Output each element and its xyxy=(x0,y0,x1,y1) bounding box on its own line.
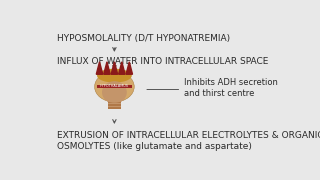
Text: EXTRUSION OF INTRACELLULAR ELECTROLYTES & ORGANIC: EXTRUSION OF INTRACELLULAR ELECTROLYTES … xyxy=(57,131,320,140)
Ellipse shape xyxy=(106,96,123,103)
Text: HYPOSMOLALITY (D/T HYPONATREMIA): HYPOSMOLALITY (D/T HYPONATREMIA) xyxy=(57,34,230,43)
Text: HYPOTHALAMUS: HYPOTHALAMUS xyxy=(100,84,129,88)
Polygon shape xyxy=(104,62,110,74)
Polygon shape xyxy=(111,62,118,74)
FancyBboxPatch shape xyxy=(108,107,121,109)
Text: Inhibits ADH secretion: Inhibits ADH secretion xyxy=(184,78,278,87)
Text: and thirst centre: and thirst centre xyxy=(184,89,254,98)
Polygon shape xyxy=(96,62,103,74)
Text: INFLUX OF WATER INTO INTRACELLULAR SPACE: INFLUX OF WATER INTO INTRACELLULAR SPACE xyxy=(57,57,269,66)
FancyBboxPatch shape xyxy=(97,85,132,88)
Text: OSMOLYTES (like glutamate and aspartate): OSMOLYTES (like glutamate and aspartate) xyxy=(57,142,252,151)
FancyBboxPatch shape xyxy=(108,101,121,103)
FancyBboxPatch shape xyxy=(108,104,121,106)
Polygon shape xyxy=(119,62,125,74)
FancyBboxPatch shape xyxy=(108,99,121,109)
Ellipse shape xyxy=(97,69,132,83)
Ellipse shape xyxy=(102,81,127,103)
Ellipse shape xyxy=(95,71,134,102)
Polygon shape xyxy=(126,62,132,74)
